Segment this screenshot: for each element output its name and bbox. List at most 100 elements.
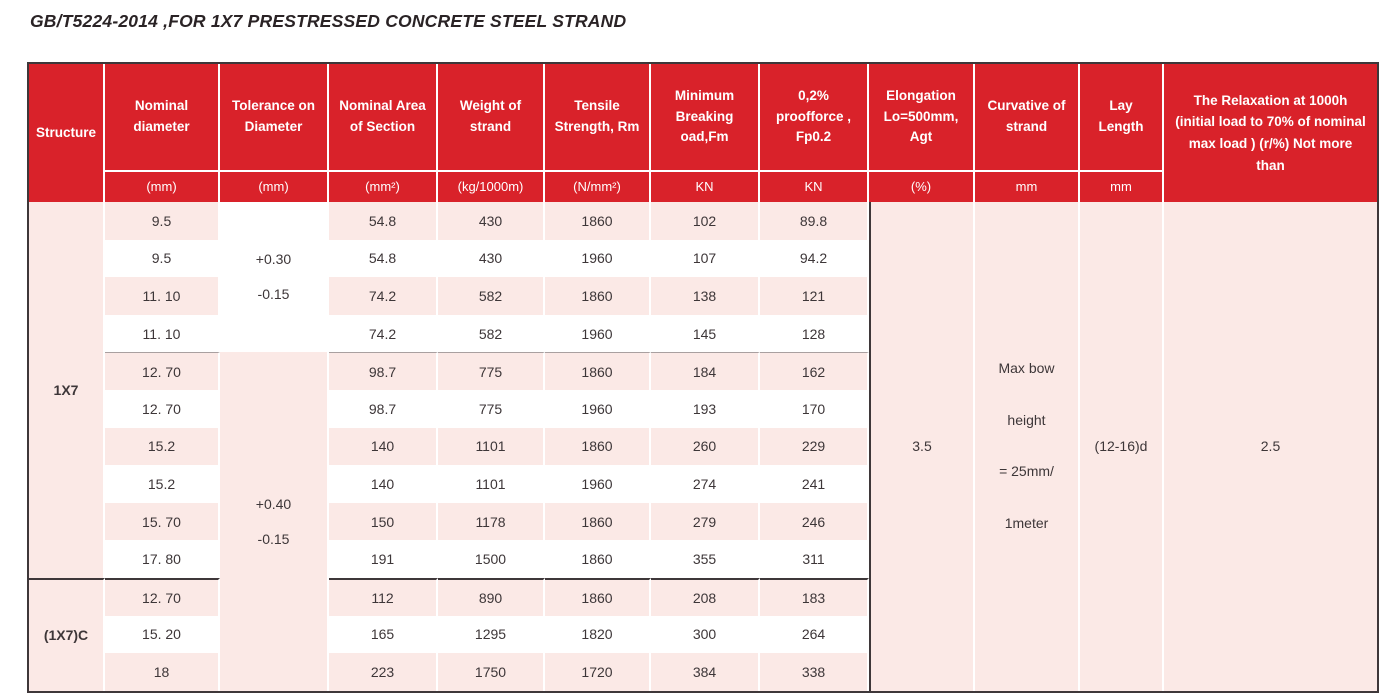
cell-diameter: 15.2 — [105, 427, 220, 466]
cell-diameter: 15. 20 — [105, 615, 220, 654]
cell-area: 140 — [329, 465, 438, 503]
cell-breaking: 355 — [651, 540, 760, 578]
table-row: 18 223 1750 1720 384 338 — [29, 653, 1377, 691]
table-row: 15.2 140 1101 1860 260 229 — [29, 427, 1377, 466]
cell-proofforce: 89.8 — [760, 202, 869, 240]
cell-tensile: 1820 — [545, 615, 651, 654]
header-breaking: Minimum Breaking oad,Fm — [651, 64, 760, 170]
table-row: 11. 10 74.2 582 1860 138 121 — [29, 277, 1377, 315]
unit-area: (mm²) — [329, 170, 438, 202]
cell-breaking: 300 — [651, 615, 760, 654]
cell-area: 112 — [329, 577, 438, 616]
structure-group-label: (1X7)C — [29, 577, 105, 691]
cell-diameter: 9.5 — [105, 239, 220, 278]
tolerance-group-value: +0.40 -0.15 — [220, 352, 329, 691]
cell-breaking: 384 — [651, 653, 760, 691]
cell-proofforce: 94.2 — [760, 239, 869, 278]
table-row: 12. 70 +0.40 -0.15 98.7 775 1860 184 162 — [29, 352, 1377, 691]
cell-breaking: 102 — [651, 202, 760, 240]
cell-tensile: 1960 — [545, 465, 651, 503]
table-row: 12. 70 98.7 775 1960 193 170 — [29, 389, 1377, 428]
table-row: 9.5 54.8 430 1960 107 94.2 — [29, 239, 1377, 278]
cell-breaking: 274 — [651, 465, 760, 503]
cell-tensile: 1960 — [545, 389, 651, 428]
cell-breaking: 138 — [651, 277, 760, 315]
unit-weight: (kg/1000m) — [438, 170, 545, 202]
cell-proofforce: 170 — [760, 389, 869, 428]
cell-diameter: 18 — [105, 653, 220, 691]
unit-nominal-diameter: (mm) — [105, 170, 220, 202]
cell-diameter: 12. 70 — [105, 577, 220, 616]
unit-tensile: (N/mm²) — [545, 170, 651, 202]
unit-proofforce: KN — [760, 170, 869, 202]
header-nominal-diameter: Nominal diameter — [105, 64, 220, 170]
cell-breaking: 107 — [651, 239, 760, 278]
cell-area: 54.8 — [329, 239, 438, 278]
cell-weight: 582 — [438, 314, 545, 353]
elongation-value: 3.5 — [869, 202, 975, 691]
cell-tensile: 1860 — [545, 540, 651, 578]
cell-proofforce: 241 — [760, 465, 869, 503]
cell-area: 191 — [329, 540, 438, 578]
cell-proofforce: 229 — [760, 427, 869, 466]
table-row: 11. 10 74.2 582 1960 145 128 — [29, 314, 1377, 353]
header-structure: Structure — [29, 64, 105, 202]
cell-proofforce: 311 — [760, 540, 869, 578]
header-lay-length: Lay Length — [1080, 64, 1164, 170]
cell-diameter: 11. 10 — [105, 314, 220, 353]
header-row: Structure Nominal diameter Tolerance on … — [29, 64, 1377, 202]
header-proofforce: 0,2% proofforce , Fp0.2 — [760, 64, 869, 170]
cell-diameter: 9.5 — [105, 202, 220, 240]
cell-proofforce: 246 — [760, 502, 869, 541]
cell-tensile: 1720 — [545, 653, 651, 691]
cell-diameter: 11. 10 — [105, 277, 220, 315]
cell-tensile: 1860 — [545, 427, 651, 466]
header-weight: Weight of strand — [438, 64, 545, 170]
cell-area: 98.7 — [329, 352, 438, 390]
cell-breaking: 208 — [651, 577, 760, 616]
lay-length-value: (12-16)d — [1080, 202, 1164, 691]
header-curvative: Curvative of strand — [975, 64, 1080, 170]
cell-weight: 1101 — [438, 465, 545, 503]
table-row: 17. 80 191 1500 1860 355 311 — [29, 540, 1377, 578]
cell-area: 165 — [329, 615, 438, 654]
tolerance-group-value: +0.30 -0.15 — [220, 202, 329, 353]
cell-breaking: 260 — [651, 427, 760, 466]
table-row: 15. 70 150 1178 1860 279 246 — [29, 502, 1377, 541]
cell-weight: 1750 — [438, 653, 545, 691]
cell-diameter: 17. 80 — [105, 540, 220, 578]
table-row: 1X7 9.5 +0.30 -0.15 54.8 430 1860 102 89… — [29, 202, 1377, 691]
table-row: 15.2 140 1101 1960 274 241 — [29, 465, 1377, 503]
cell-proofforce: 338 — [760, 653, 869, 691]
cell-area: 223 — [329, 653, 438, 691]
unit-tolerance: (mm) — [220, 170, 329, 202]
cell-weight: 775 — [438, 352, 545, 390]
cell-area: 74.2 — [329, 314, 438, 353]
cell-area: 54.8 — [329, 202, 438, 240]
cell-proofforce: 128 — [760, 314, 869, 353]
cell-weight: 1295 — [438, 615, 545, 654]
cell-weight: 1500 — [438, 540, 545, 578]
header-tolerance: Tolerance on Diameter — [220, 64, 329, 170]
cell-proofforce: 264 — [760, 615, 869, 654]
structure-group-label: 1X7 — [29, 202, 105, 578]
page-title: GB/T5224-2014 ,FOR 1X7 PRESTRESSED CONCR… — [30, 11, 627, 31]
cell-tensile: 1860 — [545, 577, 651, 616]
cell-tensile: 1860 — [545, 502, 651, 541]
cell-area: 140 — [329, 427, 438, 466]
table-row: 15. 20 165 1295 1820 300 264 — [29, 615, 1377, 654]
cell-tensile: 1860 — [545, 277, 651, 315]
curvative-value: Max bow height = 25mm/ 1meter — [975, 202, 1080, 691]
header-elongation: Elongation Lo=500mm, Agt — [869, 64, 975, 170]
cell-breaking: 145 — [651, 314, 760, 353]
cell-tensile: 1960 — [545, 314, 651, 353]
cell-tensile: 1860 — [545, 352, 651, 390]
table-row: (1X7)C 12. 70 112 890 1860 208 183 — [29, 577, 1377, 691]
cell-proofforce: 183 — [760, 577, 869, 616]
cell-breaking: 193 — [651, 389, 760, 428]
cell-weight: 775 — [438, 389, 545, 428]
unit-elongation: (%) — [869, 170, 975, 202]
relaxation-value: 2.5 — [1164, 202, 1377, 691]
cell-weight: 430 — [438, 202, 545, 240]
